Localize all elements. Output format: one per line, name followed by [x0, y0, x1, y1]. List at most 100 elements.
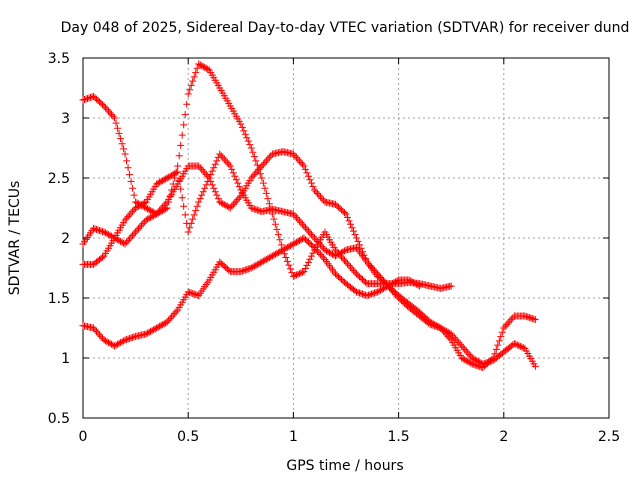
data-point: [339, 248, 347, 256]
data-point: [294, 215, 302, 223]
x-tick-labels: 0 0.5 1 1.5 2 2.5: [79, 429, 621, 445]
data-point: [237, 268, 245, 276]
data-point: [108, 111, 116, 119]
data-point: [428, 321, 436, 329]
data-point: [241, 130, 249, 138]
data-point: [309, 232, 317, 240]
data-point: [93, 225, 101, 233]
data-point: [366, 261, 374, 269]
data-point: [347, 220, 355, 228]
data-point: [494, 341, 502, 349]
data-point: [333, 251, 341, 259]
data-point: [165, 173, 173, 181]
data-point: [213, 157, 221, 165]
data-point: [321, 246, 329, 254]
data-point: [303, 261, 311, 269]
data-point: [309, 183, 317, 191]
series-track-3: [79, 150, 539, 372]
data-point: [165, 316, 173, 324]
data-point: [507, 315, 515, 323]
data-point: [124, 213, 132, 221]
axis-ticks: [82, 57, 610, 419]
data-point: [148, 213, 156, 221]
data-point: [234, 195, 242, 203]
x-tick-label: 0: [79, 429, 88, 445]
data-point: [112, 341, 120, 349]
data-point: [252, 261, 260, 269]
data-point: [151, 211, 159, 219]
data-point: [189, 215, 197, 223]
data-point: [147, 207, 155, 215]
data-point: [501, 322, 509, 330]
data-point: [462, 357, 470, 365]
data-point: [84, 94, 92, 102]
data-point: [369, 265, 377, 273]
data-point: [268, 252, 276, 260]
data-point: [468, 360, 476, 368]
data-point: [157, 321, 165, 329]
data-point: [441, 329, 449, 337]
data-point: [444, 333, 452, 341]
data-point: [312, 245, 320, 253]
chart-title: Day 048 of 2025, Sidereal Day-to-day VTE…: [61, 20, 630, 36]
data-point: [249, 205, 257, 213]
data-point: [192, 207, 200, 215]
data-point: [461, 345, 469, 353]
y-tick-label: 2.5: [48, 171, 70, 187]
data-point: [353, 288, 361, 296]
data-point: [195, 60, 203, 68]
data-point: [381, 284, 389, 292]
data-point: [495, 337, 503, 345]
data-point: [187, 81, 195, 89]
data-point: [405, 276, 413, 284]
data-point: [216, 198, 224, 206]
data-point: [258, 162, 266, 170]
data-point: [306, 176, 314, 184]
data-point: [336, 249, 344, 257]
data-point: [339, 255, 347, 263]
data-point: [350, 267, 358, 275]
data-point: [114, 236, 122, 244]
data-point: [378, 285, 386, 293]
data-point: [169, 311, 177, 319]
data-point: [91, 326, 99, 334]
data-point: [159, 321, 167, 329]
data-point: [126, 235, 134, 243]
data-point: [91, 225, 99, 233]
data-point: [201, 63, 209, 71]
data-point: [193, 202, 201, 210]
data-point: [262, 255, 270, 263]
data-point: [217, 199, 225, 207]
data-point: [226, 162, 234, 170]
data-point: [216, 150, 224, 158]
data-point: [288, 269, 296, 277]
data-point: [201, 169, 209, 177]
data-point: [446, 334, 454, 342]
data-point: [261, 256, 269, 264]
data-point: [199, 188, 207, 196]
data-point: [106, 109, 114, 117]
data-point: [468, 354, 476, 362]
data-point: [318, 195, 326, 203]
data-point: [204, 177, 212, 185]
data-point: [288, 241, 296, 249]
data-point: [267, 253, 275, 261]
data-point: [297, 159, 305, 167]
data-point: [222, 201, 230, 209]
data-point: [198, 191, 206, 199]
data-point: [357, 290, 365, 298]
data-point: [187, 289, 195, 297]
data-point: [328, 250, 336, 258]
data-point: [159, 177, 167, 185]
data-point: [250, 205, 258, 213]
data-point: [81, 95, 89, 103]
data-point: [316, 241, 324, 249]
data-point: [171, 309, 179, 317]
data-point: [252, 169, 260, 177]
data-point: [519, 344, 527, 352]
data-point: [261, 184, 269, 192]
data-point: [374, 288, 382, 296]
data-point: [300, 268, 308, 276]
data-point: [156, 178, 164, 186]
data-point: [289, 240, 297, 248]
